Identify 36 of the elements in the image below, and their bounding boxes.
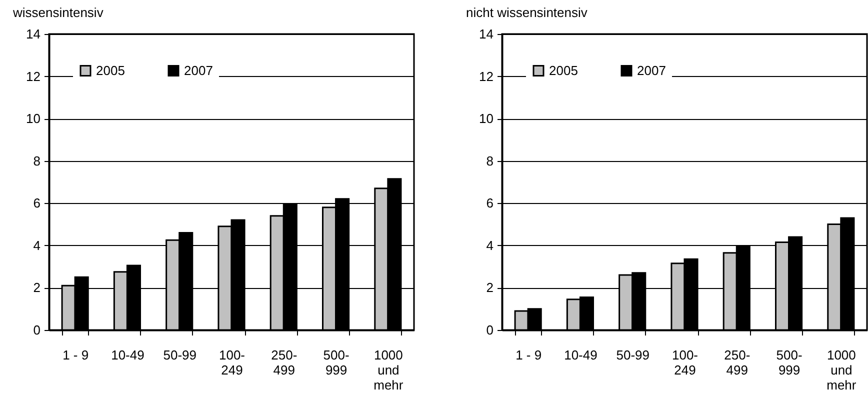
y-tick-label: 12	[26, 68, 40, 84]
y-tick-label: 0	[486, 322, 494, 338]
chart-title: nicht wissensintensiv	[466, 5, 588, 20]
y-tick-label: 10	[26, 111, 40, 126]
y-tick-label: 8	[33, 153, 40, 168]
x-tick-label: 100- 249	[218, 348, 246, 378]
y-tick-label: 4	[486, 238, 494, 253]
y-tick-label: 6	[486, 196, 494, 211]
legend-label: 2005	[96, 62, 125, 78]
x-tick-label: 100- 249	[672, 348, 698, 378]
x-tick-label: 1000 und mehr	[374, 348, 404, 392]
x-tick-label: 500- 999	[323, 348, 350, 378]
x-tick-label: 1000 und mehr	[826, 348, 857, 392]
y-tick-label: 0	[33, 322, 40, 338]
y-tick-label: 8	[486, 153, 494, 168]
chart-title: wissensintensiv	[12, 5, 104, 20]
legend-label: 2007	[637, 62, 666, 78]
x-tick-label: 10-49	[564, 348, 598, 362]
y-tick-label: 4	[33, 238, 40, 253]
x-tick-label: 50-99	[616, 348, 650, 362]
x-tick-label: 1 - 9	[516, 348, 542, 362]
x-tick-label: 10-49	[111, 348, 144, 362]
x-tick-label: 50-99	[163, 348, 196, 362]
x-tick-label: 250- 499	[724, 348, 750, 378]
y-tick-label: 14	[479, 26, 494, 42]
y-tick-label: 2	[33, 280, 40, 296]
y-tick-label: 14	[26, 26, 40, 42]
x-tick-label: 1 - 9	[62, 348, 89, 362]
x-tick-label: 250- 499	[271, 348, 298, 378]
y-tick-label: 10	[479, 111, 494, 126]
legend-label: 2007	[184, 62, 213, 78]
x-tick-label: 500- 999	[776, 348, 802, 378]
legend-label: 2005	[549, 62, 578, 78]
y-tick-label: 6	[33, 196, 40, 211]
y-tick-label: 2	[486, 280, 494, 296]
y-tick-label: 12	[479, 68, 494, 84]
